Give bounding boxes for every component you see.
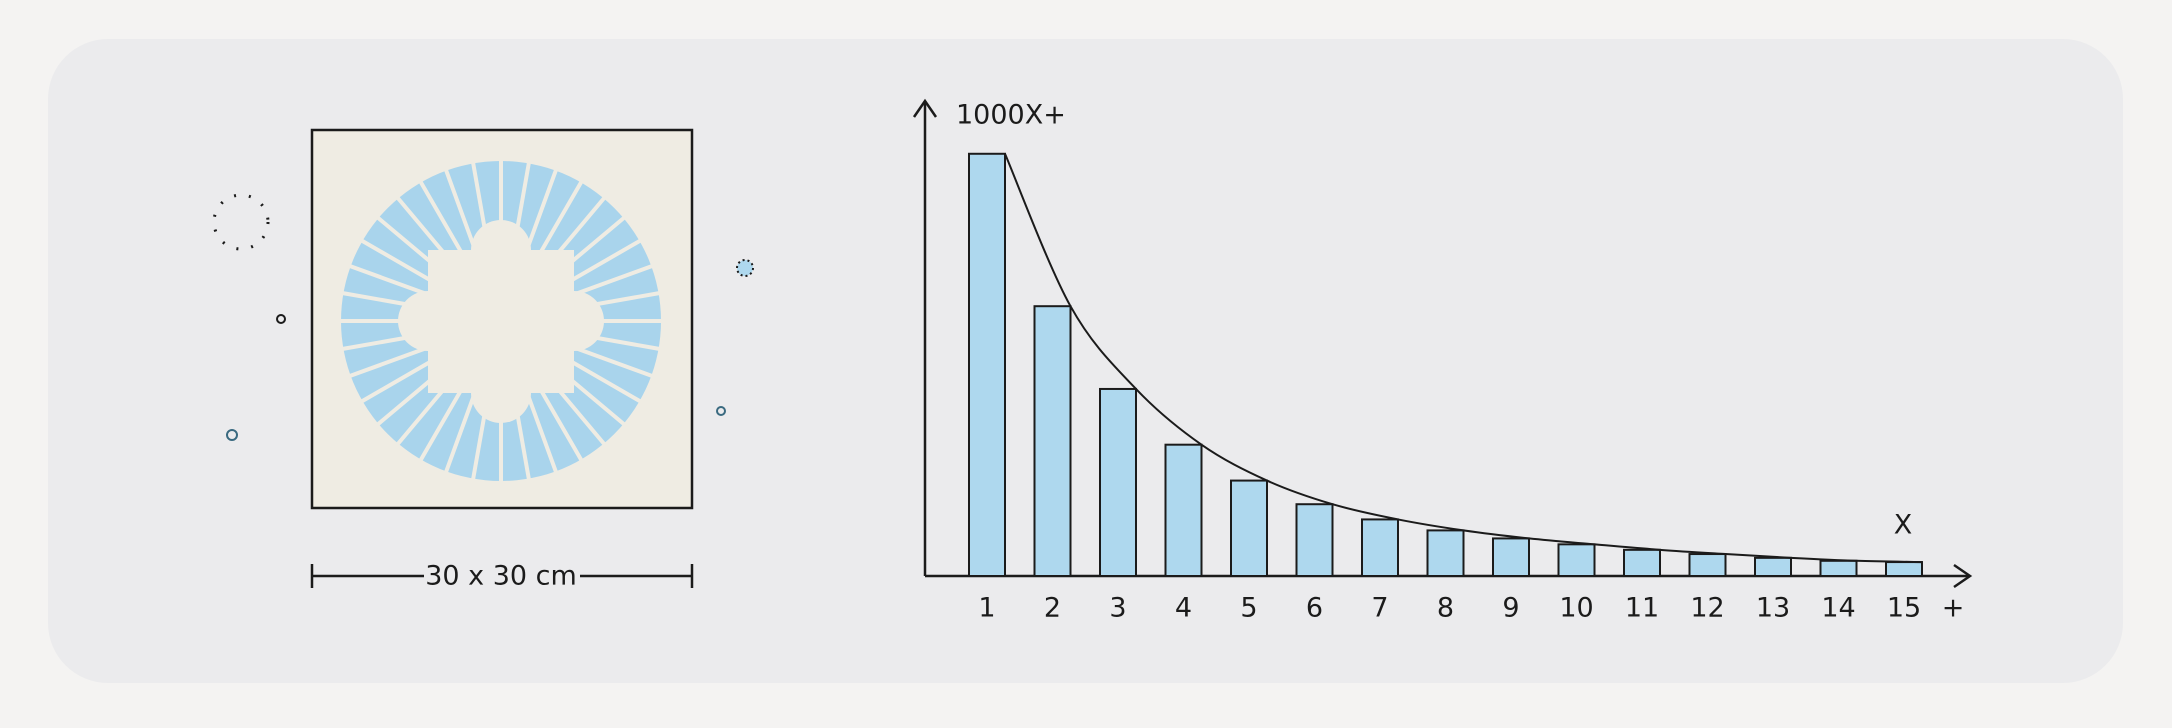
scale-label: 30 x 30 cm — [425, 561, 577, 592]
x-tick-label: 1 — [978, 593, 995, 624]
y-axis-label: 1000X+ — [956, 100, 1066, 131]
x-tick-label: 11 — [1625, 593, 1659, 624]
bar — [1426, 529, 1465, 578]
x-tick-label: 15 — [1887, 593, 1921, 624]
bar — [1557, 543, 1596, 577]
bar — [968, 152, 1006, 577]
fabric-sample — [310, 128, 694, 510]
bar — [1361, 518, 1399, 578]
x-tick-label: 14 — [1821, 593, 1855, 624]
x-tick-label: 6 — [1306, 593, 1323, 624]
x-tick-label: 13 — [1756, 593, 1790, 624]
bar — [1885, 561, 1923, 577]
x-end-label: X — [1894, 510, 1913, 541]
trend-curve — [1004, 153, 1923, 564]
bar — [1033, 305, 1072, 577]
x-tick-label: 3 — [1109, 593, 1126, 624]
x-axis-end-label: + — [1942, 593, 1965, 624]
bar — [1295, 503, 1334, 578]
dimension-line — [310, 564, 694, 588]
bar — [1623, 548, 1661, 577]
x-tick-label: 10 — [1559, 593, 1593, 624]
x-tick-label: 7 — [1371, 593, 1388, 624]
bar — [1688, 553, 1727, 577]
bar — [1230, 479, 1268, 578]
bar — [1492, 537, 1530, 578]
x-tick-label: 9 — [1502, 593, 1519, 624]
x-tick-label: 12 — [1690, 593, 1724, 624]
bar — [1819, 559, 1858, 577]
decor — [212, 193, 754, 441]
x-tick-label: 4 — [1175, 593, 1192, 624]
x-tick-label: 8 — [1437, 593, 1454, 624]
bar — [1754, 556, 1792, 577]
x-tick-label: 5 — [1240, 593, 1257, 624]
x-tick-label: 2 — [1044, 593, 1061, 624]
bar — [1164, 443, 1203, 578]
bar — [1099, 387, 1137, 578]
